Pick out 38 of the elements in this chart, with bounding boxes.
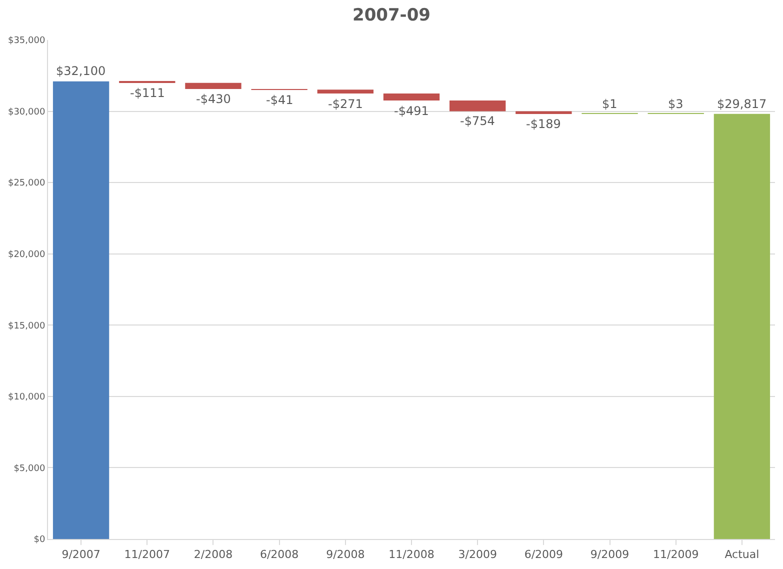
data-label: -$754	[460, 114, 495, 128]
data-label: -$41	[266, 93, 294, 107]
bar	[714, 114, 770, 539]
data-label: $32,100	[56, 64, 106, 78]
x-tick-label: 3/2009	[458, 548, 497, 562]
x-tick-label: 11/2009	[653, 548, 699, 562]
bar	[516, 111, 572, 114]
bar	[52, 81, 110, 539]
x-tick-label: 2/2008	[194, 548, 233, 562]
data-label: $29,817	[717, 97, 767, 111]
bar	[317, 90, 374, 94]
y-tick-label: $25,000	[8, 178, 46, 189]
y-tick-label: $35,000	[8, 36, 46, 46]
x-tick-label: 11/2007	[124, 548, 170, 562]
y-tick-label: $10,000	[8, 392, 46, 403]
x-tick-label: Actual	[724, 548, 760, 562]
y-tick-label: $0	[34, 535, 46, 546]
y-tick-label: $20,000	[8, 250, 46, 260]
x-tick-label: 6/2008	[260, 548, 299, 562]
data-label: -$430	[196, 92, 231, 106]
data-label: -$111	[130, 86, 165, 100]
x-tick-label: 11/2008	[388, 548, 434, 562]
data-label: $1	[602, 97, 618, 111]
bar	[185, 82, 242, 90]
chart-title: 2007-09	[352, 5, 431, 26]
data-label: -$189	[526, 117, 561, 131]
bar	[383, 94, 440, 101]
bar	[450, 100, 506, 112]
x-tick-label: 6/2009	[524, 548, 564, 562]
y-tick-label: $15,000	[8, 321, 46, 332]
x-tick-label: 9/2008	[326, 548, 365, 562]
data-label: -$271	[328, 97, 363, 111]
data-label: $3	[668, 97, 684, 111]
y-tick-label: $5,000	[14, 464, 46, 474]
x-tick-label: 9/2009	[590, 548, 630, 562]
x-tick-label: 9/2007	[62, 548, 100, 562]
data-label: -$491	[394, 104, 429, 118]
y-tick-label: $30,000	[8, 107, 46, 118]
